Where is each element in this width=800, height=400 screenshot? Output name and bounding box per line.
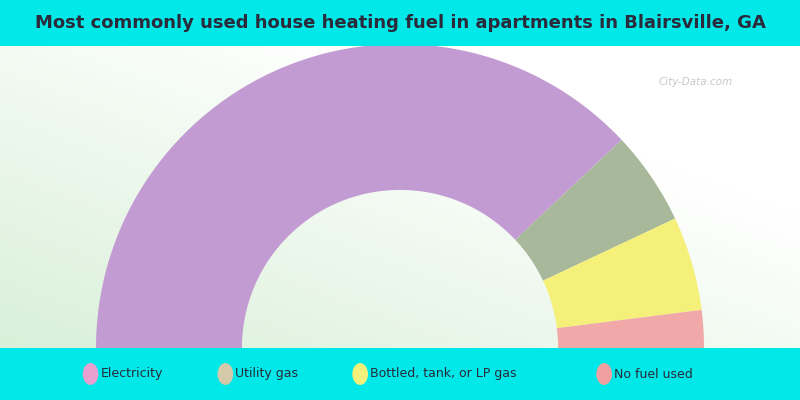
Polygon shape xyxy=(96,44,622,348)
Polygon shape xyxy=(543,218,702,328)
Ellipse shape xyxy=(352,363,368,385)
Polygon shape xyxy=(515,140,675,281)
Text: Utility gas: Utility gas xyxy=(235,368,298,380)
Ellipse shape xyxy=(218,363,234,385)
Ellipse shape xyxy=(596,363,612,385)
Text: City-Data.com: City-Data.com xyxy=(659,77,733,87)
Text: Bottled, tank, or LP gas: Bottled, tank, or LP gas xyxy=(370,368,517,380)
Polygon shape xyxy=(557,310,704,348)
Text: Most commonly used house heating fuel in apartments in Blairsville, GA: Most commonly used house heating fuel in… xyxy=(34,14,766,32)
Text: No fuel used: No fuel used xyxy=(614,368,693,380)
Ellipse shape xyxy=(82,363,98,385)
Text: Electricity: Electricity xyxy=(101,368,163,380)
